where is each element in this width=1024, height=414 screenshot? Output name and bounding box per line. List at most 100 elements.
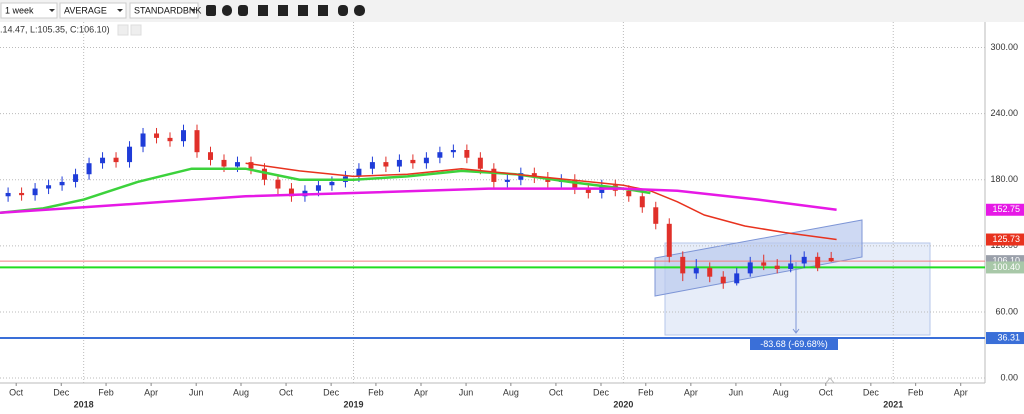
year-label: 2019 xyxy=(344,399,364,409)
candle-body xyxy=(464,149,470,158)
candle-body xyxy=(100,157,106,164)
settings-tool[interactable] xyxy=(354,5,365,16)
candle-body xyxy=(181,130,187,142)
candle-body xyxy=(477,157,483,169)
drawings xyxy=(654,219,931,384)
candle-body xyxy=(734,273,740,284)
candle-body xyxy=(234,162,240,167)
x-tick-label: Oct xyxy=(549,387,564,397)
scroll-marker xyxy=(825,377,835,384)
candle-body xyxy=(639,196,645,208)
candle-body xyxy=(491,168,497,182)
candle-body xyxy=(221,159,227,167)
x-tick-label: Oct xyxy=(9,387,24,397)
x-tick-label: Dec xyxy=(593,387,610,397)
candle-body xyxy=(32,188,38,196)
moving-average xyxy=(0,187,837,215)
candle-body xyxy=(626,190,632,197)
candle-body xyxy=(585,188,591,193)
ma-last-label: 152.75 xyxy=(992,204,1020,214)
y-tick-label: 60.00 xyxy=(995,306,1018,316)
candle-body xyxy=(356,168,362,177)
candle-body xyxy=(261,168,267,180)
moving-average xyxy=(245,162,837,241)
annotation-box xyxy=(750,338,838,350)
candle-body xyxy=(248,162,254,169)
x-tick-label: Aug xyxy=(773,387,789,397)
x-tick-label: Oct xyxy=(279,387,294,397)
draw-tool[interactable] xyxy=(206,5,216,16)
year-label: 2021 xyxy=(883,399,903,409)
ma-last-label-bg xyxy=(986,203,1024,216)
candle-body xyxy=(518,173,524,180)
ohlc-info: .14.47, L:105.35, C:106.10) xyxy=(0,24,110,34)
curve-tool[interactable] xyxy=(222,5,232,16)
candle-body xyxy=(747,262,753,274)
candle-body xyxy=(423,157,429,164)
y-tick-label: 0.00 xyxy=(1000,372,1018,382)
x-tick-label: Jun xyxy=(459,387,474,397)
candle-body xyxy=(46,185,52,189)
x-tick-label: Feb xyxy=(368,387,384,397)
dropdown-arrow xyxy=(190,9,196,12)
price-line-label: 106.10 xyxy=(992,256,1020,266)
info-button[interactable] xyxy=(117,24,129,36)
candle-body xyxy=(19,192,25,196)
info-button[interactable] xyxy=(130,24,142,36)
grid-tool[interactable] xyxy=(278,5,288,16)
x-tick-label: Dec xyxy=(53,387,70,397)
price-line-label: 100.40 xyxy=(992,262,1020,272)
indicator[interactable]: AVERAGE xyxy=(64,5,107,15)
candle-body xyxy=(59,181,65,186)
candle-body xyxy=(680,256,686,274)
ma-last-label-bg xyxy=(986,233,1024,246)
candle-body xyxy=(707,267,713,277)
x-tick-label: Apr xyxy=(954,387,968,397)
candle-body xyxy=(572,179,578,189)
candle-body xyxy=(73,174,79,182)
price-line-label: 36.31 xyxy=(997,332,1020,342)
candle-body xyxy=(140,133,146,147)
toolbar xyxy=(0,0,1024,22)
candle-body xyxy=(396,159,402,167)
x-tick-label: Dec xyxy=(323,387,340,397)
x-tick-label: Dec xyxy=(863,387,880,397)
arrow-head xyxy=(792,328,800,334)
price-line-label-bg xyxy=(986,261,1024,274)
candle-body xyxy=(113,157,119,163)
candle-body xyxy=(167,137,173,142)
candle-body xyxy=(504,179,510,182)
sort-tool[interactable] xyxy=(258,5,268,16)
candle-body xyxy=(653,207,659,224)
symbol-select[interactable] xyxy=(129,2,199,19)
candle-body xyxy=(437,152,443,158)
interval[interactable]: 1 week xyxy=(5,5,34,15)
x-tick-label: Jun xyxy=(189,387,204,397)
candle-body xyxy=(801,256,807,264)
candle-body xyxy=(761,262,767,266)
y-tick-label: 180.00 xyxy=(990,174,1018,184)
candle-body xyxy=(828,257,834,262)
candle-body xyxy=(720,276,726,284)
candle-body xyxy=(207,152,213,160)
year-label: 2020 xyxy=(613,399,633,409)
moving-average xyxy=(0,167,651,215)
x-tick-label: Feb xyxy=(908,387,924,397)
candle-body xyxy=(194,130,200,153)
x-tick-label: Aug xyxy=(503,387,519,397)
symbol[interactable]: STANDARDBNK xyxy=(134,5,201,15)
interval-select[interactable] xyxy=(0,2,58,19)
candle-body xyxy=(288,188,294,197)
magnet-tool[interactable] xyxy=(238,5,248,16)
x-tick-label: Apr xyxy=(144,387,158,397)
y-tick-label: 300.00 xyxy=(990,42,1018,52)
candle-body xyxy=(383,162,389,167)
line-tool[interactable] xyxy=(318,5,328,16)
x-tick-label: Feb xyxy=(98,387,114,397)
link-tool[interactable] xyxy=(338,5,348,16)
x-tick-label: Apr xyxy=(414,387,428,397)
layout-tool[interactable] xyxy=(298,5,308,16)
indicator-select[interactable] xyxy=(59,2,127,19)
